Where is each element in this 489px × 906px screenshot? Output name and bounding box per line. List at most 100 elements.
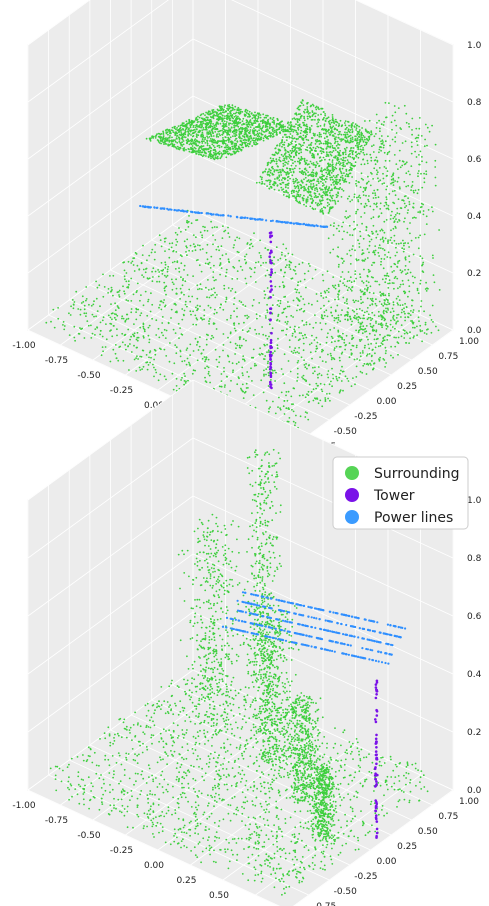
surrounding-point — [297, 194, 300, 197]
surrounding-point — [213, 124, 216, 127]
surrounding-point — [417, 136, 419, 139]
surrounding-point — [201, 131, 204, 134]
surrounding-point — [383, 151, 386, 154]
surrounding-point — [410, 141, 413, 144]
surrounding-point — [235, 134, 238, 137]
surrounding-point — [337, 296, 339, 298]
surrounding-point — [334, 180, 336, 183]
surrounding-point — [280, 391, 283, 394]
surrounding-point — [377, 323, 380, 325]
surrounding-point — [319, 209, 322, 212]
surrounding-point — [192, 310, 195, 313]
surrounding-point — [137, 358, 140, 360]
surrounding-point — [192, 141, 195, 143]
surrounding-point — [149, 350, 152, 352]
surrounding-point — [325, 191, 328, 194]
surrounding-point — [331, 356, 333, 359]
surrounding-point — [330, 127, 332, 130]
surrounding-point — [313, 339, 316, 341]
surrounding-point — [309, 112, 311, 114]
surrounding-point — [374, 346, 377, 349]
surrounding-point — [200, 154, 203, 157]
surrounding-point — [206, 141, 209, 143]
surrounding-point — [169, 143, 172, 146]
surrounding-point — [236, 270, 239, 272]
surrounding-point — [207, 150, 210, 153]
surrounding-point — [266, 362, 269, 365]
surrounding-point — [198, 287, 201, 290]
surrounding-point — [324, 181, 327, 183]
surrounding-point — [227, 287, 230, 289]
surrounding-point — [292, 168, 294, 171]
surrounding-point — [203, 119, 206, 122]
surrounding-point — [250, 367, 252, 370]
surrounding-point — [251, 304, 254, 307]
surrounding-point — [223, 146, 226, 149]
surrounding-point — [242, 374, 244, 377]
surrounding-point — [394, 275, 397, 278]
surrounding-point — [389, 311, 392, 314]
surrounding-point — [125, 280, 128, 283]
surrounding-point — [368, 353, 371, 355]
surrounding-point — [333, 319, 336, 322]
surrounding-point — [393, 215, 396, 218]
surrounding-point — [412, 253, 415, 256]
surrounding-point — [334, 203, 337, 205]
surrounding-point — [289, 133, 292, 135]
surrounding-point — [204, 226, 206, 229]
surrounding-point — [351, 338, 353, 341]
surrounding-point — [303, 272, 306, 275]
surrounding-point — [222, 126, 225, 129]
surrounding-point — [259, 125, 261, 128]
surrounding-point — [146, 259, 148, 262]
surrounding-point — [303, 185, 305, 188]
surrounding-point — [178, 131, 180, 134]
surrounding-point — [212, 323, 215, 325]
surrounding-point — [102, 295, 105, 298]
surrounding-point — [183, 360, 186, 362]
surrounding-point — [243, 321, 245, 324]
surrounding-point — [308, 323, 311, 326]
surrounding-point — [345, 217, 348, 220]
surrounding-point — [353, 196, 356, 198]
surrounding-point — [312, 173, 314, 176]
surrounding-point — [333, 286, 335, 289]
surrounding-point — [407, 295, 409, 298]
surrounding-point — [197, 244, 199, 247]
surrounding-point — [229, 111, 231, 113]
surrounding-point — [386, 339, 389, 341]
surrounding-point — [321, 194, 324, 197]
surrounding-point — [228, 122, 230, 125]
surrounding-point — [387, 151, 389, 154]
surrounding-point — [367, 317, 370, 319]
surrounding-point — [149, 310, 152, 313]
surrounding-point — [141, 368, 144, 370]
surrounding-point — [296, 361, 299, 364]
surrounding-point — [314, 189, 316, 192]
surrounding-point — [342, 156, 345, 159]
surrounding-point — [400, 242, 402, 245]
surrounding-point — [160, 262, 163, 264]
surrounding-point — [273, 129, 276, 132]
surrounding-point — [363, 136, 366, 139]
surrounding-point — [234, 112, 237, 115]
surrounding-point — [178, 270, 181, 273]
surrounding-point — [122, 261, 125, 264]
surrounding-point — [294, 265, 297, 268]
surrounding-point — [359, 197, 362, 199]
surrounding-point — [346, 175, 349, 178]
surrounding-point — [375, 169, 378, 172]
surrounding-point — [91, 313, 94, 316]
surrounding-point — [298, 263, 301, 266]
surrounding-point — [328, 192, 331, 194]
surrounding-point — [209, 381, 212, 384]
surrounding-point — [241, 135, 244, 137]
surrounding-point — [284, 255, 286, 257]
surrounding-point — [127, 283, 130, 286]
surrounding-point — [274, 380, 276, 382]
surrounding-point — [148, 356, 150, 359]
surrounding-point — [270, 186, 272, 188]
surrounding-point — [337, 136, 340, 139]
surrounding-point — [163, 299, 166, 301]
surrounding-point — [181, 318, 184, 321]
